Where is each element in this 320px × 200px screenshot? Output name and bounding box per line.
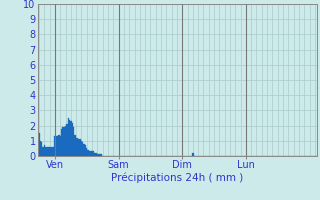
Bar xyxy=(58,135,60,156)
Bar xyxy=(56,136,57,156)
Bar xyxy=(69,120,70,156)
X-axis label: Précipitations 24h ( mm ): Précipitations 24h ( mm ) xyxy=(111,173,244,183)
Bar xyxy=(66,124,68,156)
Bar xyxy=(49,147,50,156)
Bar xyxy=(78,139,79,156)
Bar xyxy=(61,129,62,156)
Bar xyxy=(93,151,94,156)
Bar xyxy=(65,126,66,156)
Bar xyxy=(46,147,48,156)
Bar xyxy=(45,147,46,156)
Bar xyxy=(97,154,98,156)
Bar xyxy=(82,142,84,156)
Bar xyxy=(77,138,78,156)
Bar xyxy=(94,153,95,156)
Bar xyxy=(41,142,42,156)
Bar xyxy=(84,144,85,156)
Bar xyxy=(48,147,49,156)
Bar xyxy=(54,136,56,156)
Bar xyxy=(87,150,89,156)
Bar xyxy=(92,151,93,156)
Bar xyxy=(98,154,100,156)
Bar xyxy=(44,145,45,156)
Bar xyxy=(52,147,53,156)
Bar xyxy=(57,136,58,156)
Bar xyxy=(86,148,87,156)
Bar xyxy=(50,147,52,156)
Bar xyxy=(64,127,65,156)
Bar xyxy=(101,154,102,156)
Bar xyxy=(89,151,90,156)
Bar xyxy=(76,138,77,156)
Bar xyxy=(74,135,76,156)
Bar xyxy=(81,141,82,156)
Bar xyxy=(73,127,74,156)
Bar xyxy=(42,147,44,156)
Bar xyxy=(85,145,86,156)
Bar xyxy=(72,123,73,156)
Bar xyxy=(95,153,97,156)
Bar xyxy=(53,147,54,156)
Bar xyxy=(90,151,92,156)
Bar xyxy=(62,127,64,156)
Bar xyxy=(60,136,61,156)
Bar xyxy=(79,139,81,156)
Bar xyxy=(100,154,101,156)
Bar xyxy=(192,153,194,156)
Bar xyxy=(40,141,41,156)
Bar xyxy=(38,133,40,156)
Bar xyxy=(68,118,69,156)
Bar xyxy=(70,121,72,156)
